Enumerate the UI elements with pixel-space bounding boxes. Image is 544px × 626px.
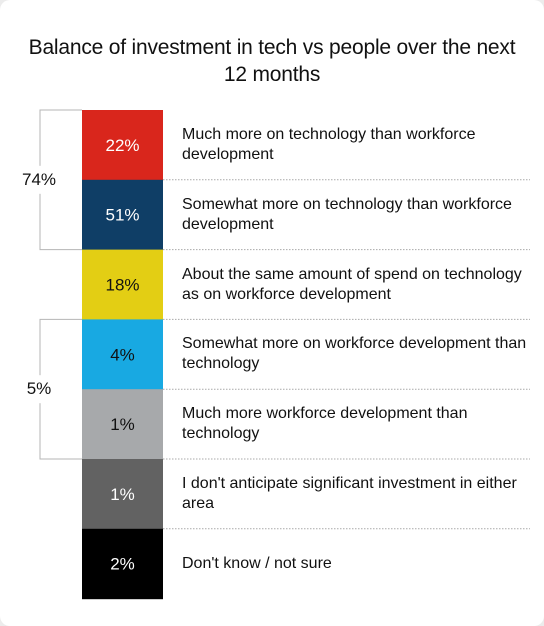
bar-value-label-3: 18% — [105, 276, 139, 295]
row-label-3: About the same amount of spend on techno… — [182, 265, 522, 303]
bar-segment-4 — [82, 319, 163, 390]
row-label-1: Much more on technology than workforce d… — [182, 125, 476, 163]
row-label-2: Somewhat more on technology than workfor… — [182, 195, 512, 233]
bar-segment-3 — [82, 249, 163, 320]
bar-value-label-1: 22% — [105, 136, 139, 155]
group-bracket-gap-2 — [38, 375, 42, 404]
row-label-5: Much more workforce development than tec… — [182, 405, 468, 443]
bar-value-label-5: 1% — [110, 415, 135, 434]
chart-title: Balance of investment in tech vs people … — [28, 36, 516, 86]
bar-value-label-4: 4% — [110, 345, 135, 364]
bar-segment-5 — [82, 389, 163, 460]
bar-segment-6 — [82, 459, 163, 530]
bar-segment-7 — [82, 528, 163, 600]
group-bracket-gap-1 — [38, 165, 42, 194]
bar-value-label-2: 51% — [105, 206, 139, 225]
group-total-label-1: 74% — [21, 169, 57, 189]
group-total-label-2: 5% — [26, 379, 52, 399]
bar-segment-1 — [82, 110, 163, 181]
row-label-6: I don't anticipate significant investmen… — [182, 474, 517, 512]
bar-value-label-6: 1% — [110, 485, 135, 504]
bar-value-label-7: 2% — [110, 555, 135, 574]
row-label-4: Somewhat more on workforce development t… — [182, 335, 527, 373]
row-label-7: Don't know / not sure — [182, 554, 332, 572]
bar-segment-2 — [82, 179, 163, 251]
